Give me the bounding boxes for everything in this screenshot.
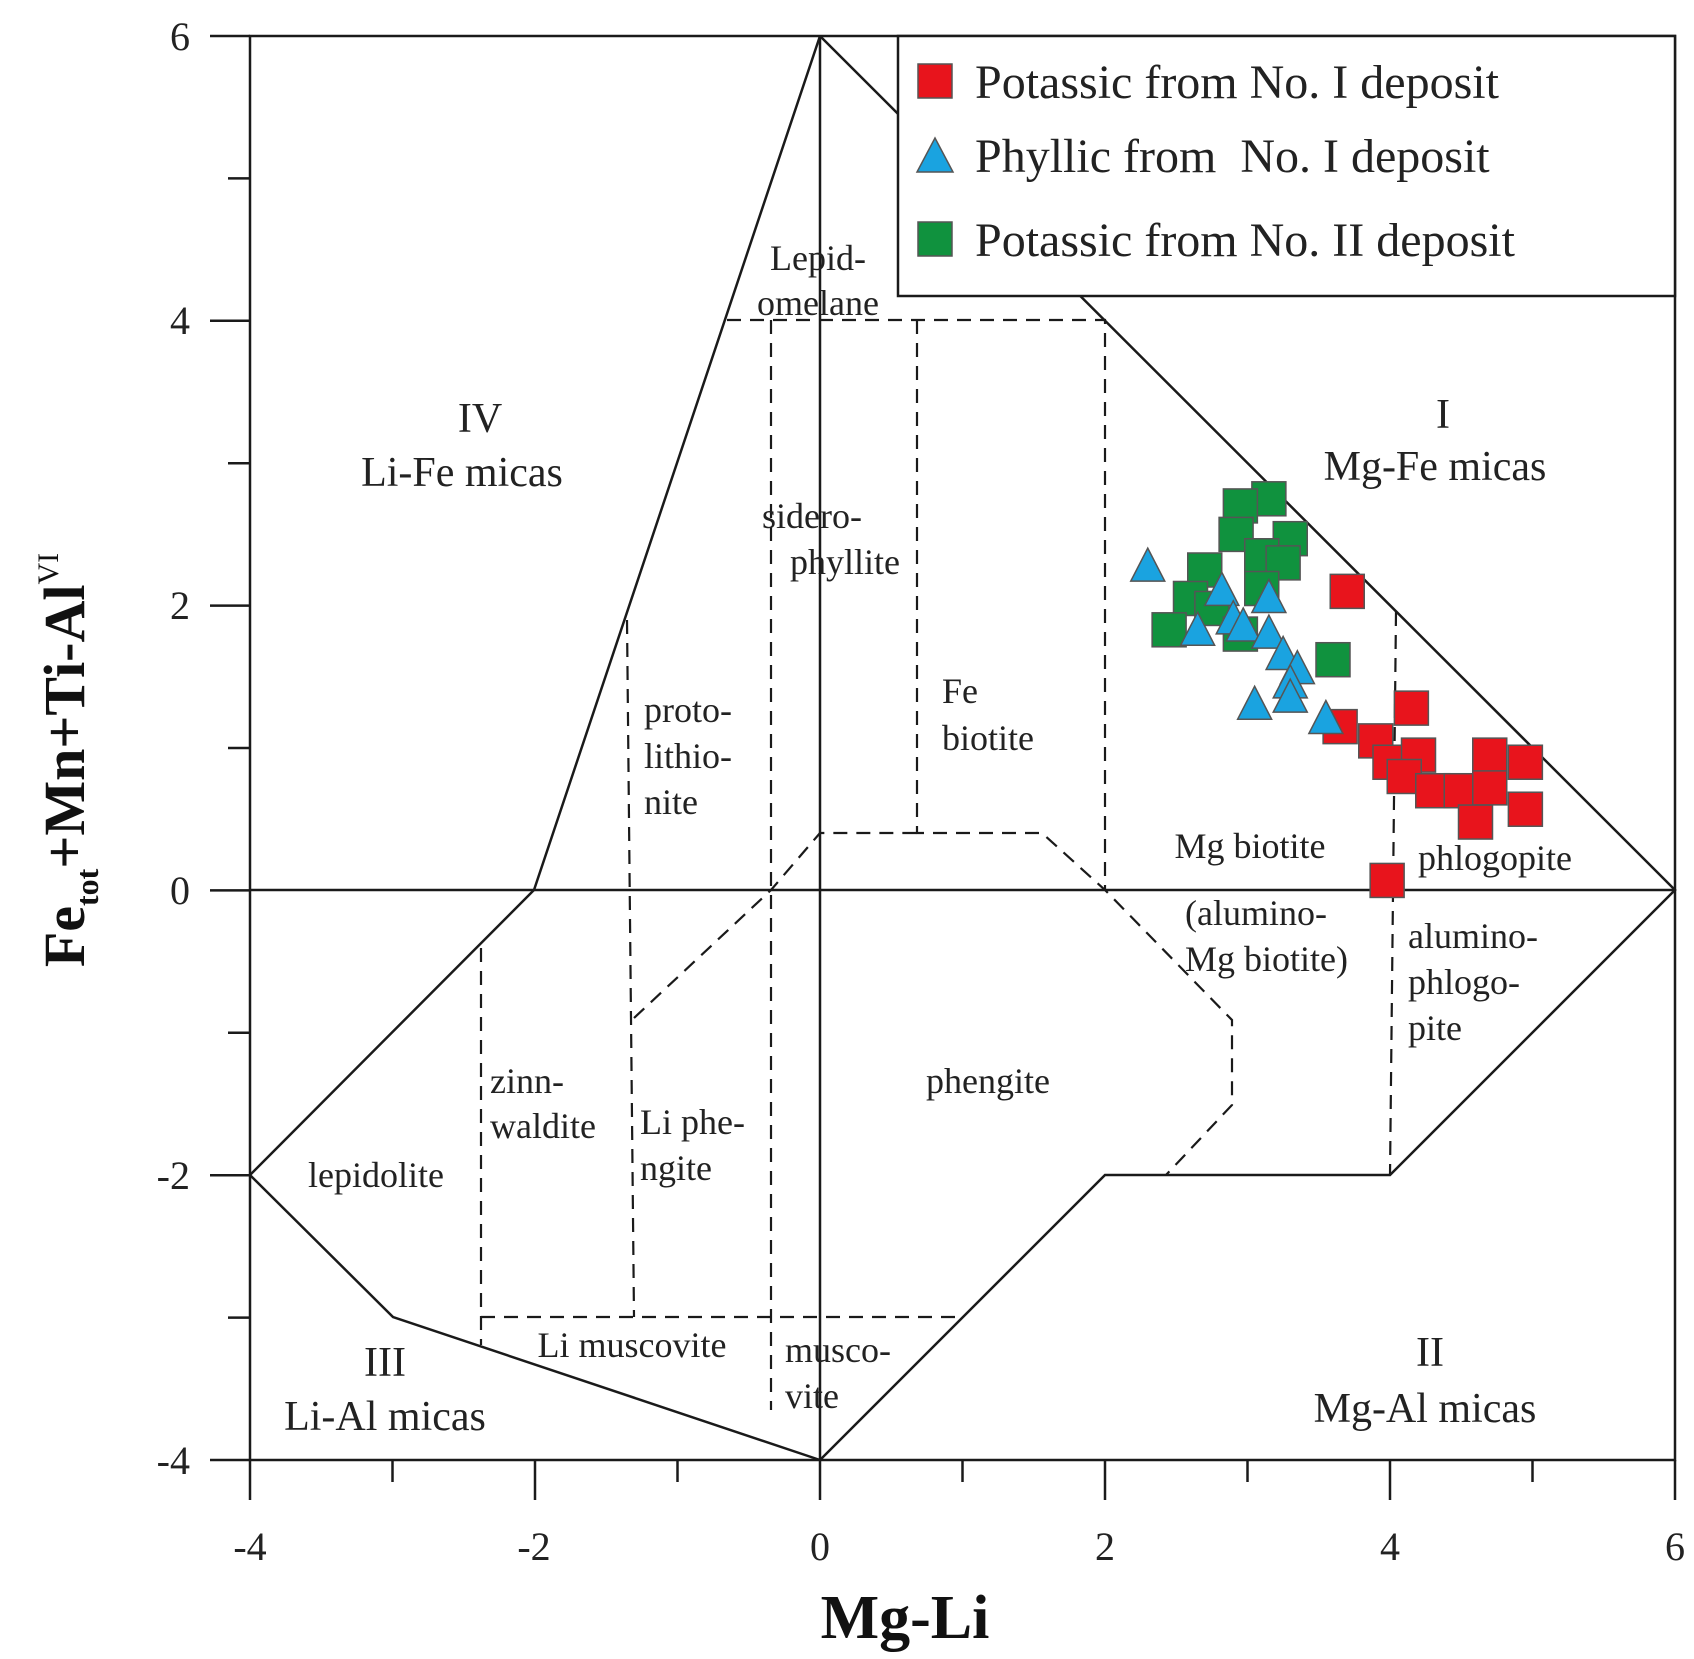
field-IV-numeral: IV (458, 396, 502, 442)
label-fe-biotite-2: biotite (942, 718, 1034, 758)
label-li-phengite: Li phe- (640, 1102, 745, 1142)
label-mg-biotite: Mg biotite (1175, 826, 1326, 866)
x-tick-label: 2 (1095, 1524, 1115, 1569)
label-aluminophlogopite-2: phlogo- (1408, 962, 1520, 1002)
data-point-potassic-i (1472, 737, 1508, 773)
x-tick-label: 0 (810, 1524, 830, 1569)
data-points (1129, 481, 1544, 899)
x-axis-title: Mg-Li (821, 1584, 990, 1652)
label-aluminophlogopite: alumino- (1408, 916, 1538, 956)
y-title-sup: VI (32, 553, 65, 585)
data-point-phyllic-i (1129, 546, 1166, 582)
label-muscovite: musco- (785, 1330, 891, 1370)
label-phlogopite: phlogopite (1418, 838, 1572, 878)
data-point-phyllic-i (1272, 677, 1309, 713)
y-tick-label: -4 (157, 1438, 190, 1483)
label-lepidomelane-2: omelane (757, 283, 879, 323)
y-tick-label: 2 (170, 583, 190, 628)
legend-label-potassic-ii: Potassic from No. II deposit (975, 214, 1516, 267)
field-II-numeral: II (1416, 1330, 1444, 1376)
y-axis-title: Fetot+Mn+Ti-AlVI (32, 553, 105, 967)
axis-ticks (210, 34, 1677, 1500)
label-zinnwaldite: zinn- (490, 1061, 564, 1101)
protolithionite-box (625, 619, 636, 1318)
x-tick-label: -2 (517, 1524, 550, 1569)
label-siderophyllite: sidero- (762, 496, 862, 536)
label-protolithionite-3: nite (644, 782, 698, 822)
y-tick-label: 4 (170, 298, 190, 343)
label-alumino-mg-biotite: (alumino- (1185, 893, 1327, 933)
field-I-numeral: I (1436, 392, 1450, 438)
y-tick-label: -2 (157, 1153, 190, 1198)
svg-text:Fetot+Mn+Ti-AlVI: Fetot+Mn+Ti-AlVI (32, 553, 105, 967)
y-tick-label: 6 (170, 14, 190, 59)
data-point-phyllic-i (1236, 684, 1273, 721)
data-point-potassic-i (1507, 744, 1544, 780)
field-II-name: Mg-Al micas (1314, 1386, 1537, 1432)
field-labels: I Mg-Fe micas IV Li-Fe micas III Li-Al m… (284, 392, 1546, 1440)
field-IV-name: Li-Fe micas (361, 450, 563, 496)
label-phengite: phengite (926, 1061, 1050, 1101)
legend-marker-potassic-i (917, 63, 953, 99)
data-point-phyllic-i (1224, 606, 1262, 642)
data-point-potassic-ii (1151, 612, 1187, 648)
data-point-potassic-i (1369, 862, 1405, 899)
region-labels: Lepid- omelane sidero- phyllite Fe bioti… (308, 238, 1572, 1416)
legend: Potassic from No. I deposit Phyllic from… (896, 34, 1677, 298)
legend-marker-potassic-ii (917, 221, 953, 257)
x-tick-label: 6 (1665, 1524, 1685, 1569)
data-point-phyllic-i (1250, 577, 1288, 614)
legend-label-phyllic-i: Phyllic from No. I deposit (975, 130, 1490, 183)
label-li-phengite-2: ngite (640, 1148, 712, 1188)
lepidomelane-box (727, 318, 1107, 890)
data-point-phyllic-i (1203, 570, 1241, 607)
label-alumino-mg-biotite-2: Mg biotite) (1185, 939, 1348, 979)
data-point-potassic-ii (1315, 641, 1351, 678)
alumino-diag (633, 831, 917, 1019)
fe-biotite-left (915, 320, 1234, 1176)
label-protolithionite-2: lithio- (644, 736, 732, 776)
field-III-name: Li-Al micas (284, 1394, 486, 1440)
label-muscovite-2: vite (785, 1376, 839, 1416)
y-title-middle: +Mn+Ti-Al (32, 585, 97, 869)
label-aluminophlogopite-3: pite (1408, 1008, 1462, 1048)
legend-box (896, 34, 1677, 298)
data-point-potassic-i (1393, 690, 1430, 726)
label-zinnwaldite-2: waldite (490, 1106, 596, 1146)
y-title-base: Fe (32, 906, 97, 967)
label-lepidolite: lepidolite (308, 1155, 444, 1195)
legend-marker-phyllic-i (915, 136, 955, 173)
x-tick-labels: -4 -2 0 2 4 6 (233, 1524, 1685, 1569)
y-tick-label: 0 (170, 868, 190, 913)
data-point-phyllic-i (1250, 613, 1288, 649)
x-tick-label: 4 (1380, 1524, 1400, 1569)
x-tick-label: -4 (233, 1524, 266, 1569)
data-point-phyllic-i (1179, 610, 1216, 646)
data-point-potassic-i (1472, 770, 1508, 806)
subfield-boundaries (479, 318, 1398, 1410)
data-point-potassic-i (1507, 791, 1544, 827)
label-lepidomelane: Lepid- (770, 238, 866, 278)
label-protolithionite: proto- (644, 690, 732, 730)
y-tick-labels: 6 4 2 0 -2 -4 (157, 14, 190, 1483)
label-fe-biotite: Fe (942, 671, 978, 711)
field-I-name: Mg-Fe micas (1324, 444, 1547, 490)
field-III-numeral: III (364, 1340, 406, 1386)
data-point-potassic-i (1329, 573, 1365, 610)
label-siderophyllite-2: phyllite (790, 542, 900, 582)
legend-label-potassic-i: Potassic from No. I deposit (975, 56, 1500, 109)
y-title-sub: tot (69, 868, 105, 906)
li-fe-boundary (248, 35, 822, 1462)
data-point-potassic-i (1457, 804, 1494, 840)
data-point-phyllic-i (1307, 698, 1345, 735)
label-li-muscovite: Li muscovite (538, 1325, 727, 1365)
